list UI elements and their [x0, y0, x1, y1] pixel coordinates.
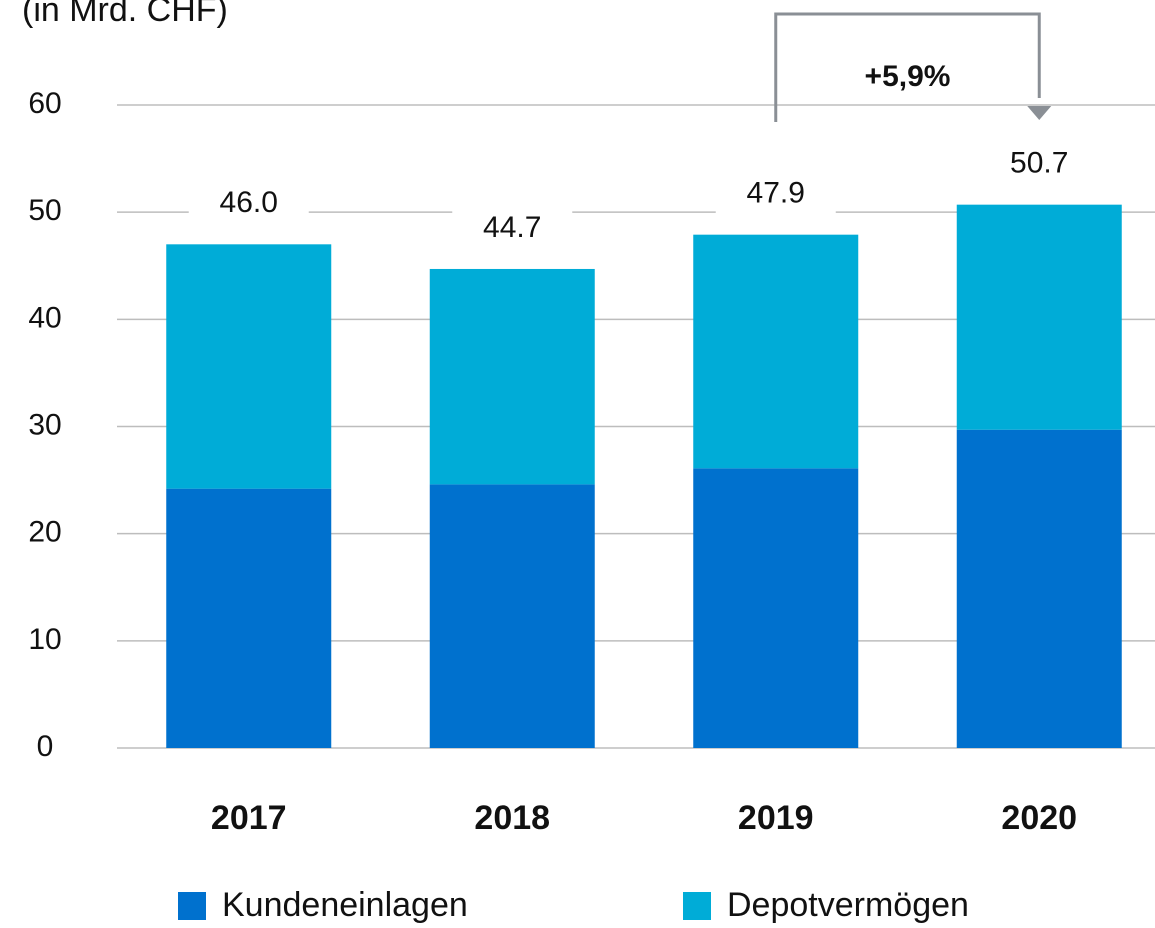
label-bg	[715, 172, 836, 217]
bar-segment	[166, 488, 332, 748]
chart-subtitle: (in Mrd. CHF)	[22, 0, 228, 29]
x-tick-label: 2018	[474, 799, 550, 837]
legend-swatch	[178, 892, 206, 920]
x-tick-label: 2020	[1001, 799, 1077, 837]
bar-segment	[166, 244, 332, 489]
total-label: 44.7	[483, 211, 541, 244]
legend-label: Depotvermögen	[727, 886, 969, 924]
label-bg	[452, 206, 573, 251]
y-tick-label: 10	[28, 623, 61, 656]
bracket	[774, 12, 1041, 122]
bar-segment	[429, 268, 595, 485]
bar-segment	[956, 429, 1122, 748]
bar-segment	[693, 468, 859, 748]
y-tick-label: 30	[28, 408, 61, 441]
bar-segment	[693, 234, 859, 469]
total-label: 50.7	[1010, 147, 1068, 180]
label-bg	[188, 182, 309, 227]
bar-segment	[956, 204, 1122, 430]
y-tick-label: 20	[28, 516, 61, 549]
legend-label: Kundeneinlagen	[222, 886, 468, 924]
legend-swatch	[683, 892, 711, 920]
y-tick-label: 50	[28, 194, 61, 227]
arrow-head	[1027, 106, 1052, 120]
y-tick-label: 60	[28, 87, 61, 120]
label-bg	[979, 142, 1100, 187]
x-tick-label: 2017	[211, 799, 287, 837]
y-tick-label: 0	[37, 730, 54, 763]
total-label: 46.0	[220, 186, 278, 219]
y-tick-label: 40	[28, 301, 61, 334]
x-tick-label: 2019	[738, 799, 814, 837]
annotation: +5,9%	[865, 60, 951, 93]
bar-segment	[429, 484, 595, 748]
total-label: 47.9	[747, 177, 805, 210]
